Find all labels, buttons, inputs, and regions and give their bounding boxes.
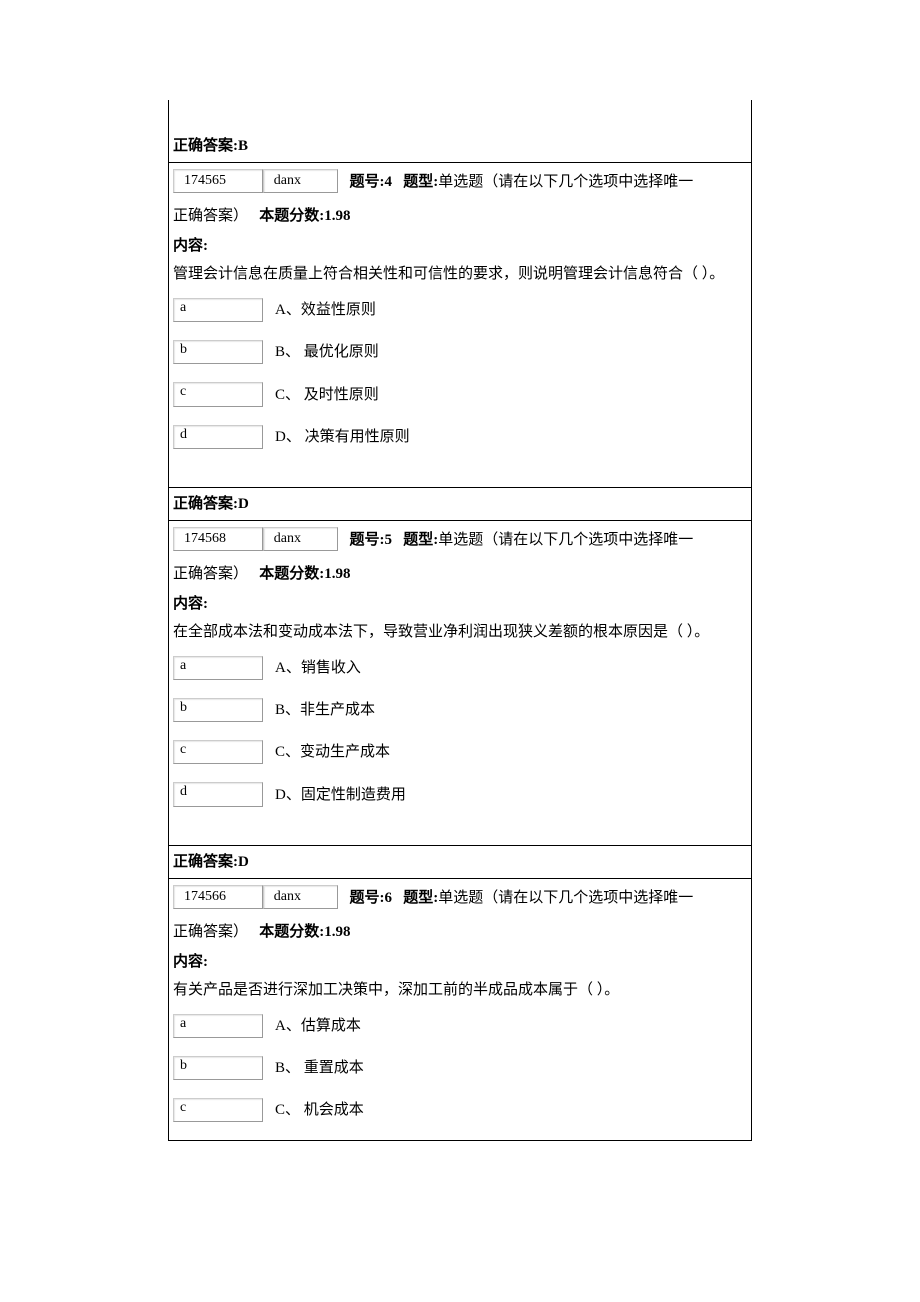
header-line2: 正确答案） 本题分数:1.98 — [169, 558, 751, 590]
option-d: d D、 决策有用性原则 — [169, 425, 751, 467]
qtype-label: 题型 — [403, 174, 433, 190]
option-b: b B、非生产成本 — [169, 698, 751, 740]
option-c: c C、变动生产成本 — [169, 740, 751, 782]
option-text: C、 机会成本 — [275, 1098, 364, 1122]
option-key-input[interactable]: b — [173, 1056, 263, 1080]
qno-label: 题号 — [350, 890, 380, 906]
option-text: D、固定性制造费用 — [275, 783, 406, 807]
answer-value: D — [238, 854, 249, 870]
qtype-desc: 单选题（请在以下几个选项中选择唯一 — [438, 174, 693, 190]
header-line2: 正确答案） 本题分数:1.98 — [169, 200, 751, 232]
qno-label: 题号 — [350, 532, 380, 548]
question-type-input[interactable]: danx — [263, 885, 338, 909]
score-value: 1.98 — [324, 208, 350, 224]
option-a: a A、销售收入 — [169, 656, 751, 698]
meta-row: 174565 danx 题号:4 题型:单选题（请在以下几个选项中选择唯一 — [169, 162, 751, 200]
cont-answer: 正确答案） — [173, 924, 248, 940]
option-key-input[interactable]: a — [173, 1014, 263, 1038]
question-4: 174565 danx 题号:4 题型:单选题（请在以下几个选项中选择唯一 正确… — [169, 162, 751, 520]
score-label: 本题分数 — [259, 208, 319, 224]
prev-answer-row: 正确答案:B — [169, 130, 751, 162]
option-c: c C、 机会成本 — [169, 1098, 751, 1140]
option-a: a A、效益性原则 — [169, 298, 751, 340]
question-content: 在全部成本法和变动成本法下，导致营业净利润出现狭义差额的根本原因是（ ）。 — [169, 618, 751, 656]
option-a: a A、估算成本 — [169, 1014, 751, 1056]
qno-value: 5 — [385, 532, 393, 548]
header-text: 题号:4 题型:单选题（请在以下几个选项中选择唯一 — [350, 174, 694, 190]
option-text: A、销售收入 — [275, 656, 361, 680]
score-label: 本题分数 — [259, 566, 319, 582]
qtype-label: 题型 — [403, 890, 433, 906]
score-label: 本题分数 — [259, 924, 319, 940]
qtype-desc: 单选题（请在以下几个选项中选择唯一 — [438, 890, 693, 906]
content-label: 内容: — [169, 590, 751, 618]
header-text: 题号:6 题型:单选题（请在以下几个选项中选择唯一 — [350, 890, 694, 906]
qno-label: 题号 — [350, 174, 380, 190]
qtype-label: 题型 — [403, 532, 433, 548]
option-c: c C、 及时性原则 — [169, 382, 751, 424]
option-text: B、 最优化原则 — [275, 340, 379, 364]
answer-value: D — [238, 496, 249, 512]
meta-row: 174568 danx 题号:5 题型:单选题（请在以下几个选项中选择唯一 — [169, 520, 751, 558]
option-text: C、变动生产成本 — [275, 740, 390, 764]
option-text: B、非生产成本 — [275, 698, 375, 722]
option-key-input[interactable]: d — [173, 425, 263, 449]
header-line2: 正确答案） 本题分数:1.98 — [169, 916, 751, 948]
cont-answer: 正确答案） — [173, 208, 248, 224]
option-text: B、 重置成本 — [275, 1056, 364, 1080]
answer-row: 正确答案:D — [169, 845, 751, 878]
score-value: 1.98 — [324, 924, 350, 940]
meta-row: 174566 danx 题号:6 题型:单选题（请在以下几个选项中选择唯一 — [169, 878, 751, 916]
question-id-input[interactable]: 174568 — [173, 527, 263, 551]
question-5: 174568 danx 题号:5 题型:单选题（请在以下几个选项中选择唯一 正确… — [169, 520, 751, 878]
question-id-input[interactable]: 174566 — [173, 885, 263, 909]
option-key-input[interactable]: c — [173, 740, 263, 764]
option-key-input[interactable]: a — [173, 298, 263, 322]
option-key-input[interactable]: b — [173, 340, 263, 364]
answer-label: 正确答案 — [173, 854, 233, 870]
qno-value: 4 — [385, 174, 393, 190]
option-key-input[interactable]: c — [173, 1098, 263, 1122]
option-text: D、 决策有用性原则 — [275, 425, 410, 449]
option-text: A、效益性原则 — [275, 298, 376, 322]
option-b: b B、 最优化原则 — [169, 340, 751, 382]
answer-row: 正确答案:D — [169, 487, 751, 520]
question-type-input[interactable]: danx — [263, 527, 338, 551]
prev-answer-value: B — [238, 138, 248, 154]
option-key-input[interactable]: a — [173, 656, 263, 680]
question-content: 有关产品是否进行深加工决策中，深加工前的半成品成本属于（ ）。 — [169, 976, 751, 1014]
question-type-input[interactable]: danx — [263, 169, 338, 193]
page-container: 正确答案:B 174565 danx 题号:4 题型:单选题（请在以下几个选项中… — [168, 100, 752, 1141]
qno-value: 6 — [385, 890, 393, 906]
header-text: 题号:5 题型:单选题（请在以下几个选项中选择唯一 — [350, 532, 694, 548]
option-d: d D、固定性制造费用 — [169, 782, 751, 824]
option-text: A、估算成本 — [275, 1014, 361, 1038]
score-value: 1.98 — [324, 566, 350, 582]
content-label: 内容: — [169, 232, 751, 260]
question-content: 管理会计信息在质量上符合相关性和可信性的要求，则说明管理会计信息符合（ ）。 — [169, 260, 751, 298]
answer-label: 正确答案 — [173, 496, 233, 512]
answer-label: 正确答案 — [173, 138, 233, 154]
option-key-input[interactable]: b — [173, 698, 263, 722]
cont-answer: 正确答案） — [173, 566, 248, 582]
top-spacer — [169, 100, 751, 130]
option-b: b B、 重置成本 — [169, 1056, 751, 1098]
question-6: 174566 danx 题号:6 题型:单选题（请在以下几个选项中选择唯一 正确… — [169, 878, 751, 1141]
question-id-input[interactable]: 174565 — [173, 169, 263, 193]
option-key-input[interactable]: d — [173, 782, 263, 806]
option-text: C、 及时性原则 — [275, 383, 379, 407]
option-key-input[interactable]: c — [173, 382, 263, 406]
qtype-desc: 单选题（请在以下几个选项中选择唯一 — [438, 532, 693, 548]
content-label: 内容: — [169, 948, 751, 976]
